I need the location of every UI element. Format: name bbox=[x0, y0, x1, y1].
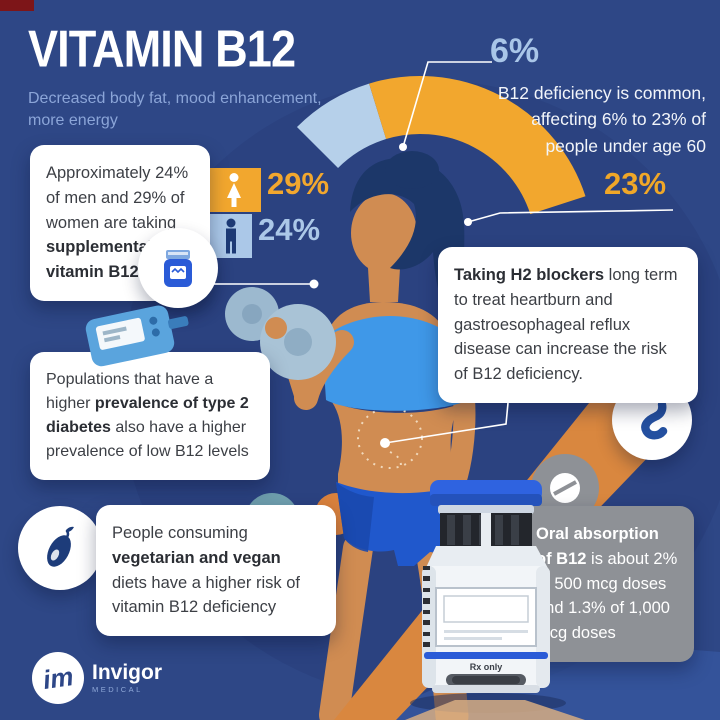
deficiency-line: B12 deficiency is common, bbox=[497, 83, 706, 103]
deficiency-line: people under age 60 bbox=[545, 135, 706, 156]
supplement-bottle-icon bbox=[164, 250, 192, 287]
female-icon bbox=[227, 173, 241, 207]
bar-men bbox=[209, 214, 252, 258]
logo-text: Invigor MEDICAL bbox=[92, 662, 162, 694]
vial-barcode bbox=[423, 566, 430, 647]
logo-monogram: im bbox=[40, 660, 76, 695]
glucose-meter-icon bbox=[85, 305, 189, 367]
card-diabetes: Populations that have a higher prevalenc… bbox=[30, 352, 270, 480]
page-title: VITAMIN B12 bbox=[28, 21, 296, 79]
corner-red-mark bbox=[0, 0, 34, 11]
card-oral-absorption: Oral absorption of B12 is about 2% of 50… bbox=[520, 506, 694, 662]
logo-name: Invigor bbox=[92, 661, 163, 684]
stat-6-percent: 6% bbox=[490, 32, 540, 70]
brand-logo: im Invigor MEDICAL bbox=[32, 652, 162, 704]
page-subtitle: Decreased body fat, mood enhancement, mo… bbox=[28, 90, 322, 129]
eggplant-icon bbox=[47, 526, 74, 567]
women-percent-label: 29% bbox=[267, 166, 330, 201]
stomach-icon bbox=[641, 400, 668, 440]
vial-rx-label: Rx only bbox=[470, 662, 503, 672]
card-vegan: People consuming vegetarian and vegan di… bbox=[96, 505, 336, 636]
logo-subtitle: MEDICAL bbox=[92, 685, 143, 694]
tablet-pill-icon bbox=[550, 473, 580, 503]
stat-23-percent: 23% bbox=[604, 166, 667, 201]
bar-women bbox=[207, 168, 261, 212]
logo-circle: im bbox=[32, 652, 84, 704]
eggplant-bubble bbox=[18, 506, 102, 590]
male-icon bbox=[225, 218, 236, 254]
deficiency-line: affecting 6% to 23% of bbox=[531, 109, 706, 130]
pill-bottle-bubble bbox=[138, 228, 218, 308]
deficiency-text: B12 deficiency is common, affecting 6% t… bbox=[436, 80, 706, 159]
card-h2-blockers: Taking H2 blockers long term to treat he… bbox=[438, 247, 698, 403]
men-percent-label: 24% bbox=[258, 212, 321, 247]
